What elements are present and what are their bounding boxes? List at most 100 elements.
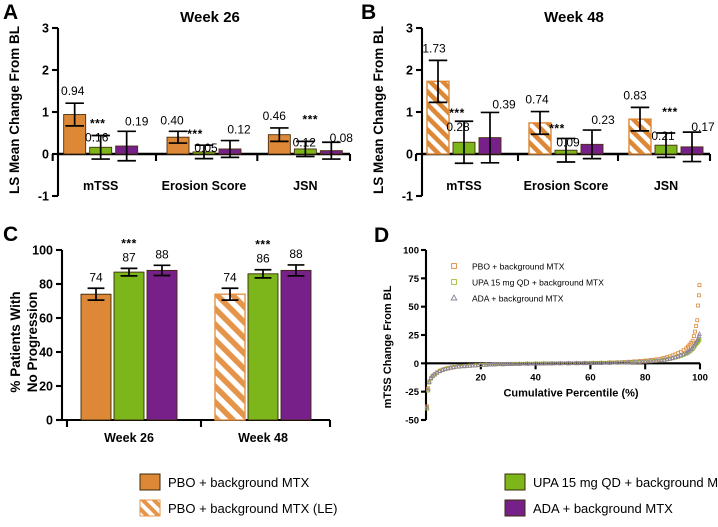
scatter-point bbox=[439, 367, 445, 372]
significance-marker: *** bbox=[303, 112, 319, 126]
scatter-point bbox=[502, 361, 507, 366]
bar-value-label: 0.28 bbox=[446, 120, 470, 134]
scatter-point bbox=[519, 361, 524, 366]
bar-value-label: 0.19 bbox=[125, 114, 149, 128]
scatter-point bbox=[685, 348, 691, 354]
y-tick-label: 3 bbox=[42, 22, 49, 36]
significance-marker: *** bbox=[121, 236, 137, 250]
bar-value-label: 0.39 bbox=[492, 97, 516, 111]
legend-item-label: UPA 15 mg QD + background MTX bbox=[472, 278, 604, 288]
bar-value-label: 74 bbox=[223, 270, 237, 284]
scatter-point bbox=[593, 360, 598, 365]
scatter-point bbox=[560, 360, 565, 365]
scatter-point bbox=[696, 331, 702, 336]
scatter-point bbox=[629, 359, 634, 364]
bar-value-label: 74 bbox=[89, 270, 103, 284]
scatter-point bbox=[472, 362, 478, 368]
bar-value-label: 87 bbox=[122, 250, 136, 264]
bar-value-label: 86 bbox=[256, 252, 270, 266]
panel-d-ylabel: mTSS Change From BL bbox=[382, 285, 394, 408]
scatter-point bbox=[586, 360, 592, 365]
scatter-point bbox=[695, 318, 700, 323]
scatter-point bbox=[637, 358, 643, 364]
y-tick-label: -50 bbox=[405, 416, 419, 427]
bar-value-label: 0.16 bbox=[85, 131, 109, 145]
bar-value-label: 0.83 bbox=[623, 88, 647, 102]
scatter-point bbox=[481, 362, 486, 367]
scatter-point bbox=[486, 362, 491, 367]
panel-a-svg: A Week 26 LS Mean Change From BL 3 2 1 0 -1 0… bbox=[3, 1, 353, 204]
x-tick-label: 40 bbox=[530, 372, 541, 383]
scatter-point bbox=[464, 363, 470, 368]
x-tick-label: 60 bbox=[585, 372, 596, 383]
legend-item-label: PBO + background MTX bbox=[472, 262, 565, 272]
legend-label: PBO + background MTX (LE) bbox=[168, 501, 337, 516]
scatter-point bbox=[695, 335, 701, 341]
bar-value-label: 1.73 bbox=[422, 41, 446, 55]
bar-value-label: 0.74 bbox=[525, 93, 549, 107]
significance-marker: *** bbox=[90, 117, 106, 131]
scatter-series-upa bbox=[425, 337, 702, 411]
scatter-point bbox=[670, 355, 676, 360]
scatter-point bbox=[694, 324, 699, 328]
scatter-point bbox=[461, 363, 467, 369]
scatter-point bbox=[697, 283, 702, 288]
scatter-point bbox=[553, 360, 559, 366]
scatter-series-ada bbox=[424, 331, 702, 410]
scatter-point bbox=[496, 361, 501, 367]
scatter-point bbox=[631, 359, 637, 364]
scatter-point bbox=[653, 357, 659, 363]
bar-value-label: 88 bbox=[155, 247, 169, 261]
y-tick-label: 60 bbox=[39, 312, 53, 326]
legend-item-label: ADA + background MTX bbox=[472, 294, 564, 304]
panel-c-ylabel-line2: No Progression bbox=[25, 292, 40, 393]
scatter-point bbox=[543, 361, 549, 366]
scatter-point bbox=[623, 359, 629, 365]
panel-c-svg: C % Patients With No Progression 100 80 60… bbox=[3, 223, 332, 445]
scatter-point bbox=[475, 362, 481, 367]
panel-d: D mTSS Change From BL 100 75 50 25 0 -25 -50 20… bbox=[370, 222, 718, 462]
scatter-point bbox=[445, 365, 451, 371]
significance-marker: *** bbox=[449, 106, 465, 120]
scatter-point bbox=[661, 356, 667, 362]
y-tick-label: 3 bbox=[406, 22, 413, 36]
scatter-point bbox=[453, 364, 459, 369]
scatter-point bbox=[488, 362, 493, 367]
bar-value-label: 0.12 bbox=[227, 123, 251, 137]
y-tick-label: 0 bbox=[406, 148, 413, 162]
panel-b-ylabel: LS Mean Change From BL bbox=[371, 26, 386, 194]
scatter-point bbox=[642, 358, 648, 364]
scatter-point bbox=[529, 361, 534, 366]
scatter-point bbox=[448, 364, 454, 370]
group-label: Week 48 bbox=[238, 431, 288, 445]
scatter-point bbox=[693, 329, 697, 334]
scatter-point bbox=[510, 361, 516, 366]
panel-d-xlabel: Cumulative Percentile (%) bbox=[503, 387, 638, 399]
scatter-point bbox=[459, 363, 464, 369]
x-tick-label: 80 bbox=[640, 372, 651, 383]
y-tick-label: 100 bbox=[403, 246, 419, 257]
scatter-point bbox=[618, 360, 623, 365]
bar-value-label: 0.46 bbox=[263, 109, 287, 123]
scatter-point bbox=[428, 375, 434, 380]
panel-b: B Week 48 LS Mean Change From BL 3 2 1 0 -1 1… bbox=[358, 0, 718, 222]
group-label: Erosion Score bbox=[524, 179, 609, 193]
bar-value-label: 0.08 bbox=[330, 131, 354, 145]
scatter-point bbox=[696, 293, 701, 298]
scatter-point bbox=[576, 360, 581, 365]
figure-legend-svg: PBO + background MTX PBO + background MTX… bbox=[139, 473, 718, 517]
scatter-point bbox=[611, 360, 616, 365]
scatter-point bbox=[551, 360, 557, 366]
y-tick-label: 1 bbox=[406, 106, 413, 120]
y-tick-label: 25 bbox=[408, 331, 419, 342]
scatter-point bbox=[696, 333, 702, 339]
figure-legend: PBO + background MTX PBO + background MTX… bbox=[0, 462, 718, 527]
scatter-point bbox=[609, 360, 614, 365]
y-tick-label: 40 bbox=[39, 346, 53, 360]
y-tick-label: -1 bbox=[38, 190, 49, 204]
scatter-point bbox=[692, 334, 696, 339]
group-label: Week 26 bbox=[104, 431, 154, 445]
scatter-point bbox=[578, 360, 583, 365]
